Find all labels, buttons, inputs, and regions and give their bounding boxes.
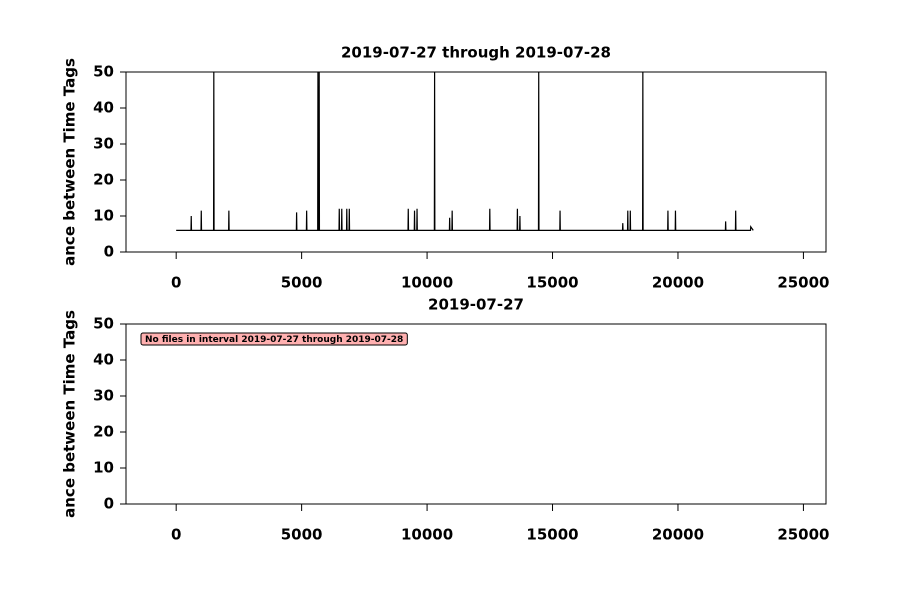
y-axis-label: ance between Time Tags (61, 58, 79, 266)
y-tick-label: 10 (93, 459, 114, 477)
x-tick-label: 20000 (652, 274, 704, 292)
x-tick-label: 25000 (777, 274, 829, 292)
x-tick-label: 0 (171, 274, 181, 292)
y-tick-label: 50 (93, 315, 114, 333)
x-tick-label: 25000 (777, 526, 829, 544)
x-tick-label: 20000 (652, 526, 704, 544)
y-tick-label: 0 (104, 495, 114, 513)
data-line (176, 71, 754, 231)
y-tick-label: 0 (104, 243, 114, 261)
y-tick-label: 20 (93, 423, 114, 441)
y-tick-label: 30 (93, 387, 114, 405)
plot-frame (125, 323, 827, 505)
y-tick-label: 20 (93, 171, 114, 189)
chart-title: 2019-07-27 (428, 296, 524, 314)
annotation-box: No files in interval 2019-07-27 through … (140, 332, 408, 346)
x-tick-label: 10000 (401, 526, 453, 544)
plot-frame (125, 71, 827, 253)
y-tick-label: 40 (93, 99, 114, 117)
chart-title: 2019-07-27 through 2019-07-28 (341, 44, 611, 62)
x-tick-label: 15000 (526, 526, 578, 544)
y-tick-label: 50 (93, 63, 114, 81)
x-tick-label: 0 (171, 526, 181, 544)
annotation: No files in interval 2019-07-27 through … (145, 335, 403, 345)
y-tick-label: 40 (93, 351, 114, 369)
y-tick-label: 30 (93, 135, 114, 153)
x-tick-label: 10000 (401, 274, 453, 292)
x-tick-label: 15000 (526, 274, 578, 292)
x-tick-label: 5000 (281, 526, 323, 544)
annotation-bg (140, 332, 408, 346)
y-axis-label: ance between Time Tags (61, 310, 79, 518)
x-tick-label: 5000 (281, 274, 323, 292)
y-tick-label: 10 (93, 207, 114, 225)
